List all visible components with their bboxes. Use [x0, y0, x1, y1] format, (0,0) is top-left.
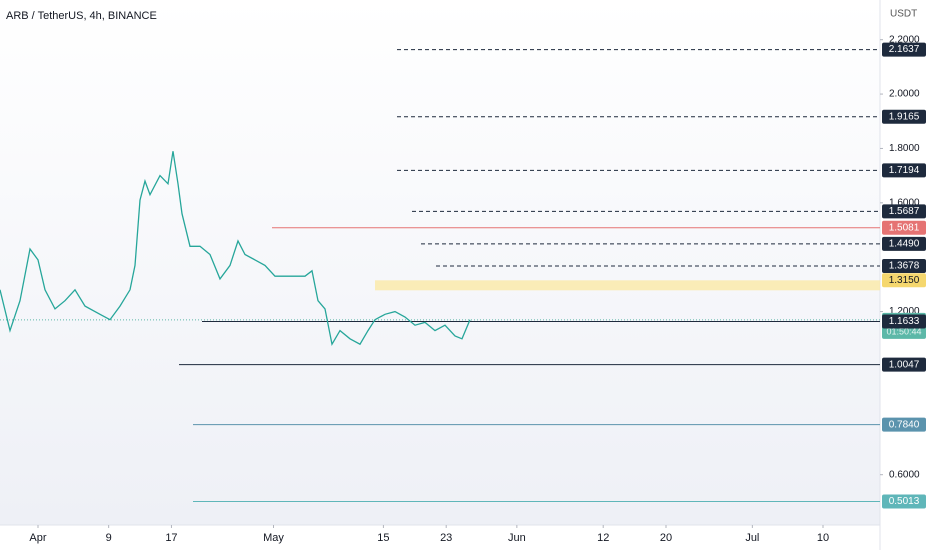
- x-tick-label: 15: [377, 532, 389, 544]
- countdown: 01:50:44: [886, 326, 921, 336]
- price-label: 1.5081: [889, 222, 920, 233]
- price-label-box: [882, 494, 926, 509]
- price-label-box: [882, 258, 926, 273]
- price-line: [0, 151, 471, 347]
- y-tick-label: 1.6000: [889, 197, 920, 208]
- price-label-box: [882, 314, 926, 329]
- price-label-box: [882, 163, 926, 178]
- price-label: 0.5013: [889, 496, 920, 507]
- x-tick-label: 12: [597, 532, 609, 544]
- x-tick-label: 17: [165, 532, 177, 544]
- y-tick-label: 2.0000: [889, 89, 920, 100]
- price-label: 1.4490: [889, 239, 920, 250]
- price-label: 1.7194: [889, 165, 920, 176]
- price-label: 2.1637: [889, 44, 920, 55]
- x-tick-label: 20: [660, 532, 672, 544]
- y-tick-label: 0.6000: [889, 469, 920, 480]
- x-tick-label: 9: [106, 532, 112, 544]
- x-tick-label: Jun: [508, 532, 526, 544]
- chart-title: ARB / TetherUS, 4h, BINANCE: [6, 10, 157, 22]
- y-unit: USDT: [890, 9, 917, 20]
- price-label-box: [882, 357, 926, 372]
- price-label-box: [882, 220, 926, 235]
- price-label: 1.1633: [889, 316, 920, 327]
- plot-background: [0, 0, 880, 525]
- y-tick-label: 1.2000: [889, 306, 920, 317]
- x-tick-label: May: [263, 532, 284, 544]
- price-label-box: [882, 204, 926, 219]
- price-label: 1.3678: [889, 261, 920, 272]
- price-label-box: [882, 109, 926, 124]
- price-label: 1.3150: [889, 275, 920, 286]
- price-label: 1.0047: [889, 359, 920, 370]
- x-tick-label: 23: [440, 532, 452, 544]
- zone: [375, 280, 880, 291]
- price-label: 1.9165: [889, 111, 920, 122]
- price-label: 0.7840: [889, 419, 920, 430]
- price-label-box: [882, 417, 926, 432]
- price-label-box: [882, 42, 926, 57]
- price-label: 1.5687: [889, 206, 920, 217]
- x-tick-label: 10: [817, 532, 829, 544]
- price-label-box: [882, 236, 926, 251]
- price-label-box: [882, 273, 926, 288]
- y-tick-label: 1.8000: [889, 143, 920, 154]
- x-tick-label: Apr: [29, 532, 46, 544]
- y-tick-label: 2.2000: [889, 34, 920, 45]
- x-tick-label: Jul: [745, 532, 759, 544]
